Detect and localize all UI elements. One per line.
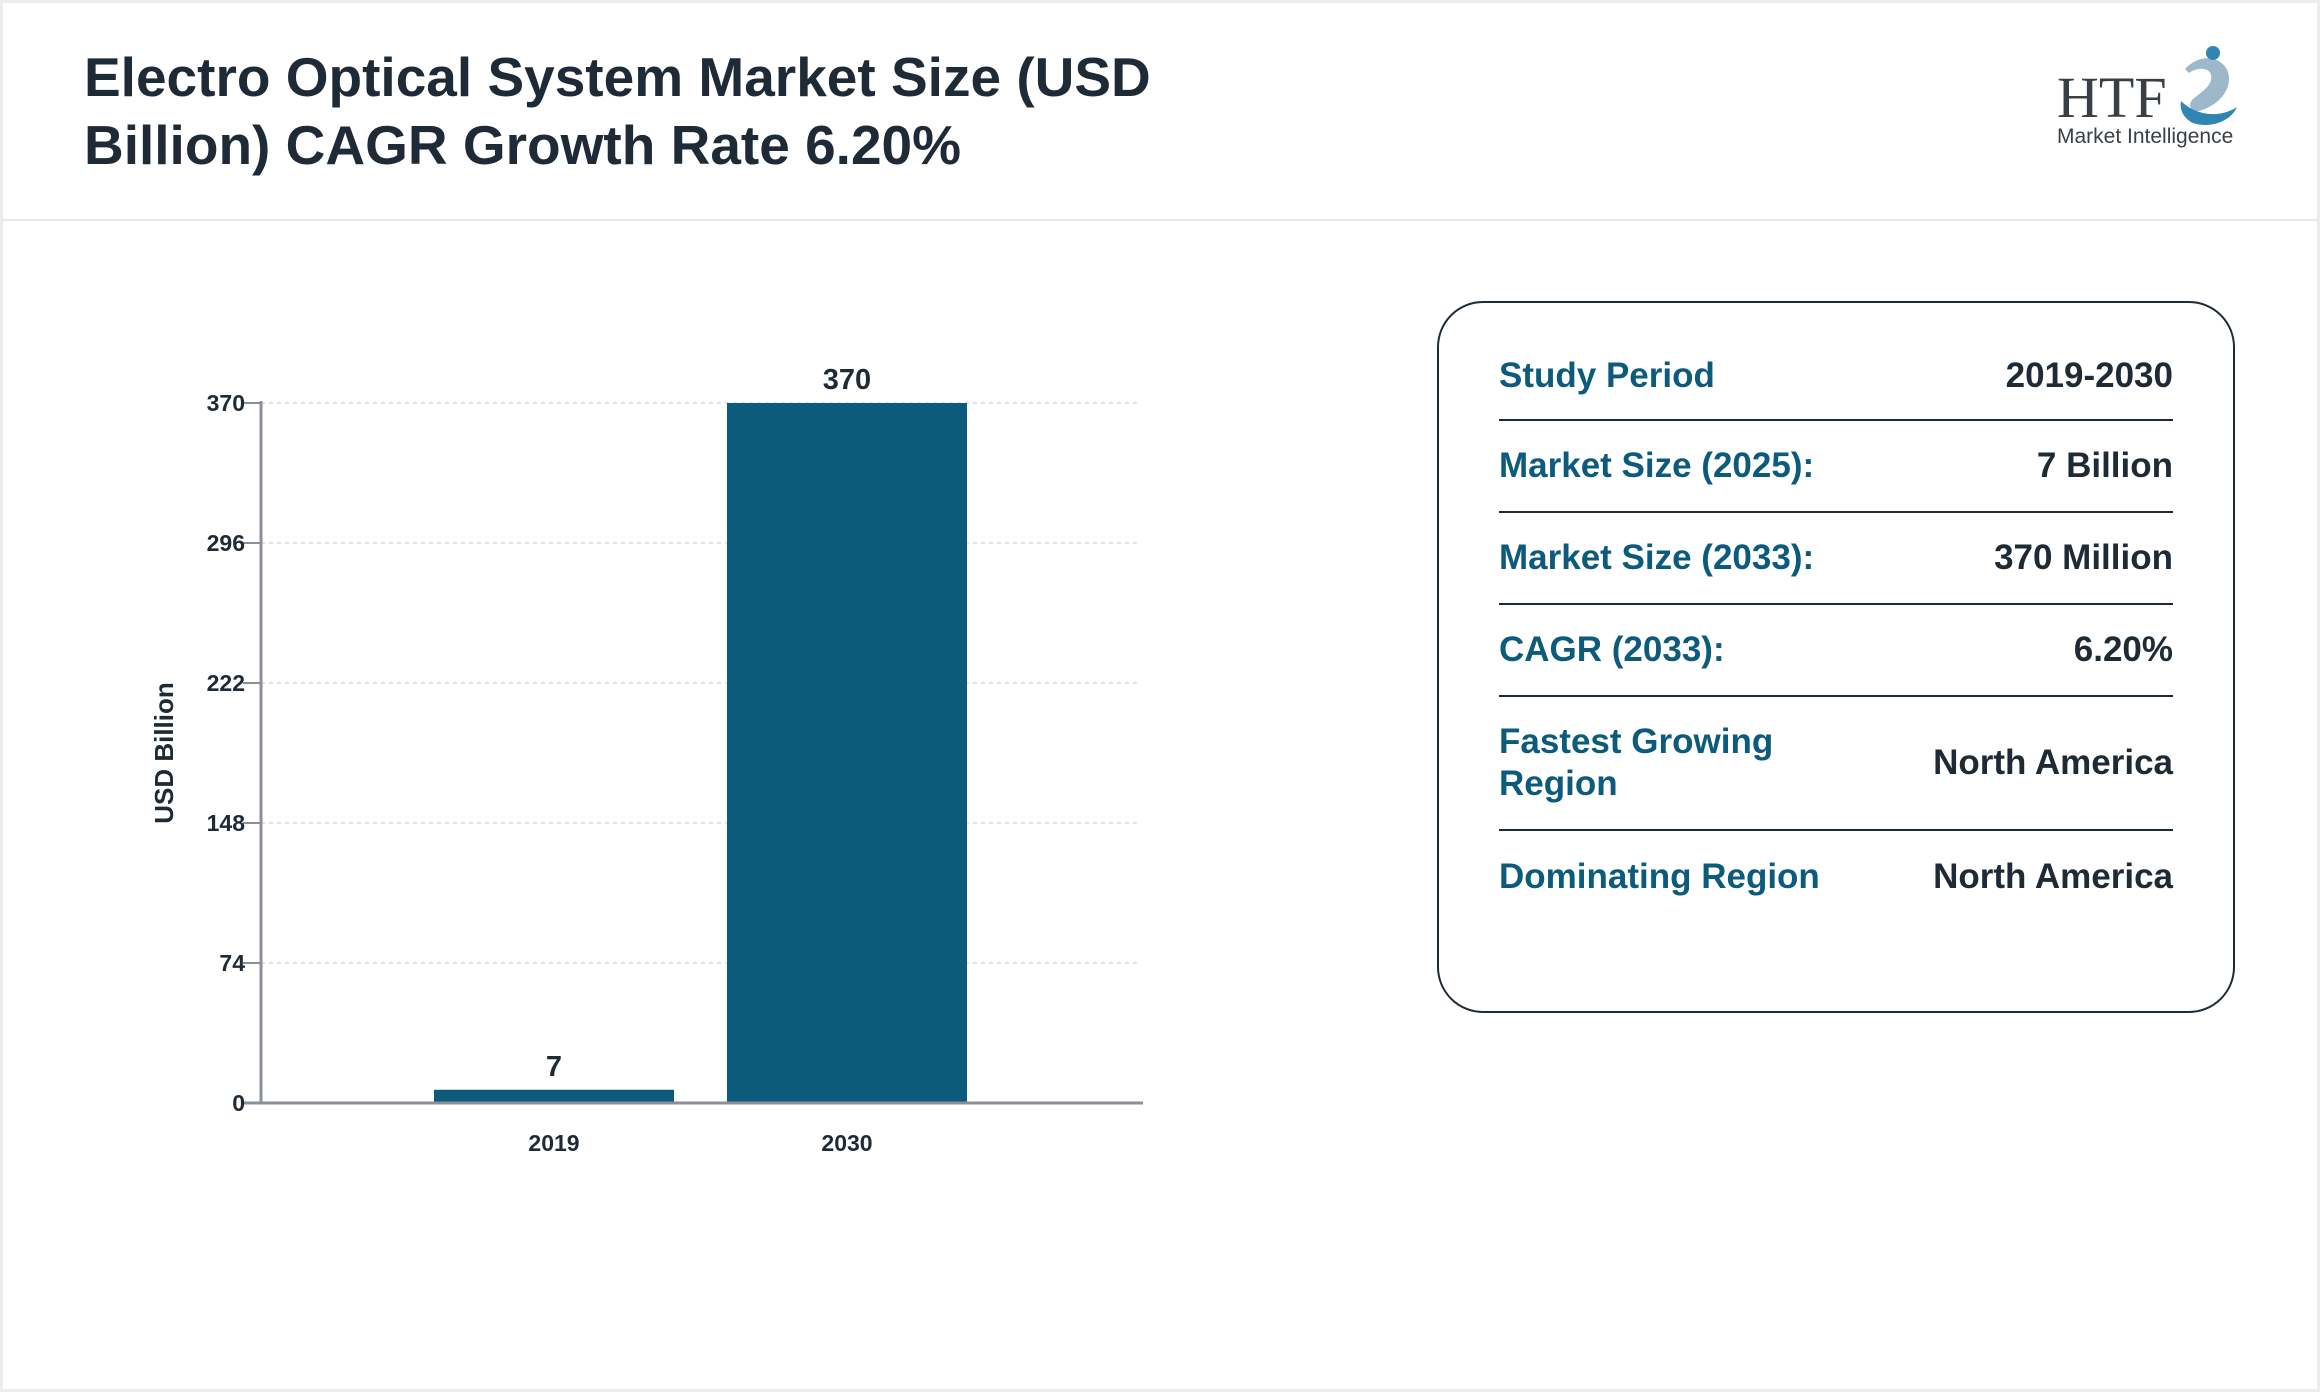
- y-tick-label: 148: [207, 810, 246, 836]
- info-label: Market Size (2025):: [1499, 446, 1815, 485]
- bar: [727, 403, 967, 1103]
- y-tick-label: 370: [207, 390, 245, 416]
- y-tick-label: 222: [207, 670, 245, 696]
- info-row: Market Size (2033): 370 Million: [1499, 513, 2173, 605]
- x-tick-label: 2019: [528, 1130, 579, 1156]
- y-tick-label: 74: [219, 950, 245, 976]
- data-label: 370: [823, 364, 871, 396]
- info-row: Fastest Growing Region North America: [1499, 697, 2173, 831]
- info-value: 370 Million: [1994, 538, 2173, 577]
- page: Electro Optical System Market Size (USD …: [3, 3, 2317, 1389]
- info-label: CAGR (2033):: [1499, 630, 1725, 669]
- y-tick-label: 0: [232, 1090, 245, 1116]
- page-title: Electro Optical System Market Size (USD …: [84, 46, 1151, 176]
- info-value: 2019-2030: [2005, 356, 2173, 395]
- info-row: Dominating Region North America: [1499, 831, 2173, 923]
- info-value: 6.20%: [2073, 630, 2173, 669]
- data-label: 7: [546, 1051, 562, 1083]
- info-label: Fastest Growing Region: [1499, 722, 1774, 803]
- y-tick-label: 296: [207, 530, 245, 556]
- info-value: North America: [1933, 743, 2173, 782]
- info-label: Market Size (2033):: [1499, 538, 1815, 577]
- logo-text: HTF: [2057, 65, 2167, 130]
- info-row: CAGR (2033): 6.20%: [1499, 605, 2173, 697]
- info-panel: Study Period 2019-2030 Market Size (2025):…: [1437, 301, 2235, 1013]
- logo-subtext: Market Intelligence: [2057, 125, 2233, 148]
- axes: [243, 401, 1143, 1105]
- info-row: Study Period 2019-2030: [1499, 333, 2173, 421]
- bar: [434, 1089, 674, 1103]
- info-value: 7 Billion: [2036, 446, 2173, 485]
- info-label: Study Period: [1499, 356, 1715, 395]
- y-axis-title: USD Billion: [149, 682, 179, 824]
- bars: [434, 403, 967, 1103]
- htf-logo: HTF Market Intelligence: [2057, 46, 2237, 148]
- info-label: Dominating Region: [1499, 857, 1820, 896]
- x-tick-label: 2030: [821, 1130, 872, 1156]
- grid-lines: [261, 402, 1141, 1104]
- header: Electro Optical System Market Size (USD …: [3, 3, 2317, 221]
- labels: 0 74 148 222 296 370 7 2019 370 2030: [207, 364, 873, 1156]
- bar-chart: 0 74 148 222 296 370 7 2019 370 2030 USD Billion: [149, 364, 1143, 1156]
- info-value: North America: [1933, 857, 2173, 896]
- info-row: Market Size (2025): 7 Billion: [1499, 421, 2173, 513]
